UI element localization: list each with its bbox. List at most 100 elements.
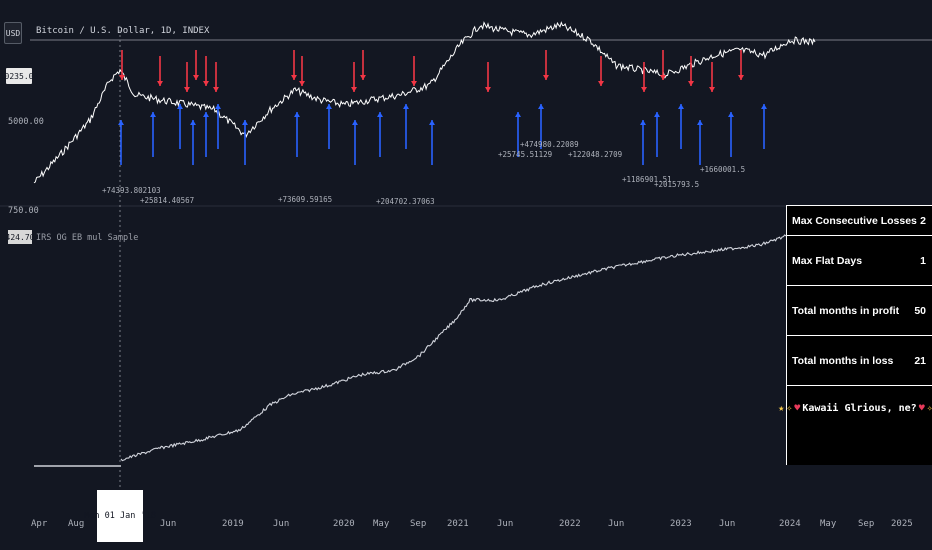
sell-arrow-icon-head — [485, 87, 491, 92]
buy-arrow-icon-head — [678, 104, 684, 109]
stats-value: 50 — [914, 304, 926, 317]
x-axis-label: Apr — [31, 519, 48, 529]
buy-arrow-icon-head — [515, 112, 521, 117]
stats-row-max-flat-days: Max Flat Days 1 — [787, 236, 932, 286]
x-axis-label: 2021 — [447, 519, 469, 529]
x-axis-label: May — [820, 519, 837, 529]
x-axis-label: Jun — [608, 519, 625, 529]
price-level-label: 5000.00 — [8, 117, 44, 127]
trade-profit-label: +122048.2709 — [568, 150, 623, 159]
x-axis-label: Sep — [410, 519, 427, 529]
sell-arrow-icon-head — [291, 75, 297, 80]
sell-arrow-icon-head — [598, 81, 604, 86]
buy-arrow-icon-head — [118, 120, 124, 125]
buy-arrow-icon-head — [761, 104, 767, 109]
currency-badge[interactable]: USD — [4, 22, 22, 44]
x-axis-label: 2025 — [891, 519, 913, 529]
stats-label: Max Consecutive Losses — [792, 214, 917, 227]
heart-icon: ♥ — [794, 402, 801, 414]
sell-arrow-icon-head — [688, 81, 694, 86]
buy-arrow-icon-head — [352, 120, 358, 125]
stats-label: Total months in profit — [792, 304, 900, 317]
x-axis-label: 2020 — [333, 519, 355, 529]
buy-arrow-icon-head — [294, 112, 300, 117]
x-axis-label: May — [373, 519, 390, 529]
x-axis-label: 2019 — [222, 519, 244, 529]
x-axis-crosshair-label: Mon 01 Jan '18 — [84, 490, 156, 542]
sell-arrow-icon-head — [157, 81, 163, 86]
sell-arrow-icon-head — [709, 87, 715, 92]
sell-arrow-icon-head — [411, 81, 417, 86]
stats-row-max-consecutive-losses: Max Consecutive Losses 2 — [787, 206, 932, 236]
x-axis-label: 2023 — [670, 519, 692, 529]
heart-icon: ♥ — [918, 402, 925, 414]
sell-arrow-icon-head — [351, 87, 357, 92]
footer-text: Kawaii Glrious, ne? — [802, 402, 917, 414]
stats-label: Total months in loss — [792, 354, 894, 367]
trade-profit-label: +74393.802103 — [102, 186, 161, 195]
trade-profit-label: +25814.40567 — [140, 196, 195, 205]
x-axis-label: 2022 — [559, 519, 581, 529]
symbol-title: Bitcoin / U.S. Dollar, 1D, INDEX — [36, 26, 210, 36]
buy-arrow-icon-head — [326, 104, 332, 109]
performance-stats-table: Max Consecutive Losses 2 Max Flat Days 1… — [778, 205, 932, 465]
sell-arrow-icon-head — [119, 75, 125, 80]
sell-arrow-icon-head — [193, 75, 199, 80]
stats-row-months-in-loss: Total months in loss 21 — [787, 336, 932, 386]
stats-value: 2 — [920, 214, 926, 227]
stats-row-months-in-profit: Total months in profit 50 — [787, 286, 932, 336]
trade-profit-label: +1660001.5 — [700, 165, 746, 174]
x-axis-label: Jun — [719, 519, 736, 529]
stats-value: 21 — [914, 354, 926, 367]
buy-arrow-icon-head — [242, 120, 248, 125]
buy-arrow-icon-head — [429, 120, 435, 125]
x-axis-label: 2024 — [779, 519, 801, 529]
buy-arrow-icon-head — [697, 120, 703, 125]
trade-profit-label: +2015793.5 — [654, 180, 700, 189]
sell-arrow-icon-head — [641, 87, 647, 92]
trade-profit-label: +204702.37063 — [376, 197, 435, 206]
stats-value: 1 — [920, 254, 926, 267]
buy-arrow-icon-head — [150, 112, 156, 117]
sparkle-icon: ✧ — [786, 402, 793, 414]
trade-profit-label: +1186901.51 — [622, 175, 672, 184]
stats-footer: ★ ✧ ♥ Kawaii Glrious, ne? ♥ ✧ ★ — [778, 386, 932, 430]
x-axis-label: Jun — [497, 519, 514, 529]
sparkle-icon: ✧ — [926, 402, 932, 414]
sell-arrow-icon-head — [213, 87, 219, 92]
price-level-label: 750.00 — [8, 206, 39, 216]
star-icon: ★ — [778, 402, 785, 414]
strategy-title: IRS OG EB mul Sample — [36, 233, 139, 243]
sell-arrow-icon-head — [360, 75, 366, 80]
x-axis-label: Jun — [160, 519, 177, 529]
sell-arrow-icon-head — [299, 81, 305, 86]
sell-arrow-icon-head — [660, 75, 666, 80]
buy-arrow-icon-head — [654, 112, 660, 117]
equity-scale-badge: 424.70 — [6, 230, 34, 244]
trade-profit-label: +73609.59165 — [278, 195, 333, 204]
buy-arrow-icon-head — [177, 104, 183, 109]
buy-arrow-icon-head — [640, 120, 646, 125]
price-line — [33, 21, 816, 184]
stats-label: Max Flat Days — [792, 254, 863, 267]
sell-arrow-icon-head — [184, 87, 190, 92]
price-scale-badge: 10235.00 — [0, 68, 38, 84]
buy-arrow-icon-head — [215, 104, 221, 109]
buy-arrow-icon-head — [728, 112, 734, 117]
equity-line — [120, 234, 787, 462]
trade-profit-label: +474980.22089 — [520, 140, 579, 149]
sell-arrow-icon-head — [543, 75, 549, 80]
x-axis-label: Sep — [858, 519, 875, 529]
x-axis-label: Jun — [273, 519, 290, 529]
sell-arrow-icon-head — [203, 81, 209, 86]
buy-arrow-icon-head — [203, 112, 209, 117]
trade-signal-arrows — [118, 50, 767, 165]
buy-arrow-icon-head — [403, 104, 409, 109]
buy-arrow-icon-head — [538, 104, 544, 109]
x-axis-label: Aug — [68, 519, 85, 529]
buy-arrow-icon-head — [377, 112, 383, 117]
sell-arrow-icon-head — [738, 75, 744, 80]
buy-arrow-icon-head — [190, 120, 196, 125]
trade-profit-label: +25745.51129 — [498, 150, 553, 159]
